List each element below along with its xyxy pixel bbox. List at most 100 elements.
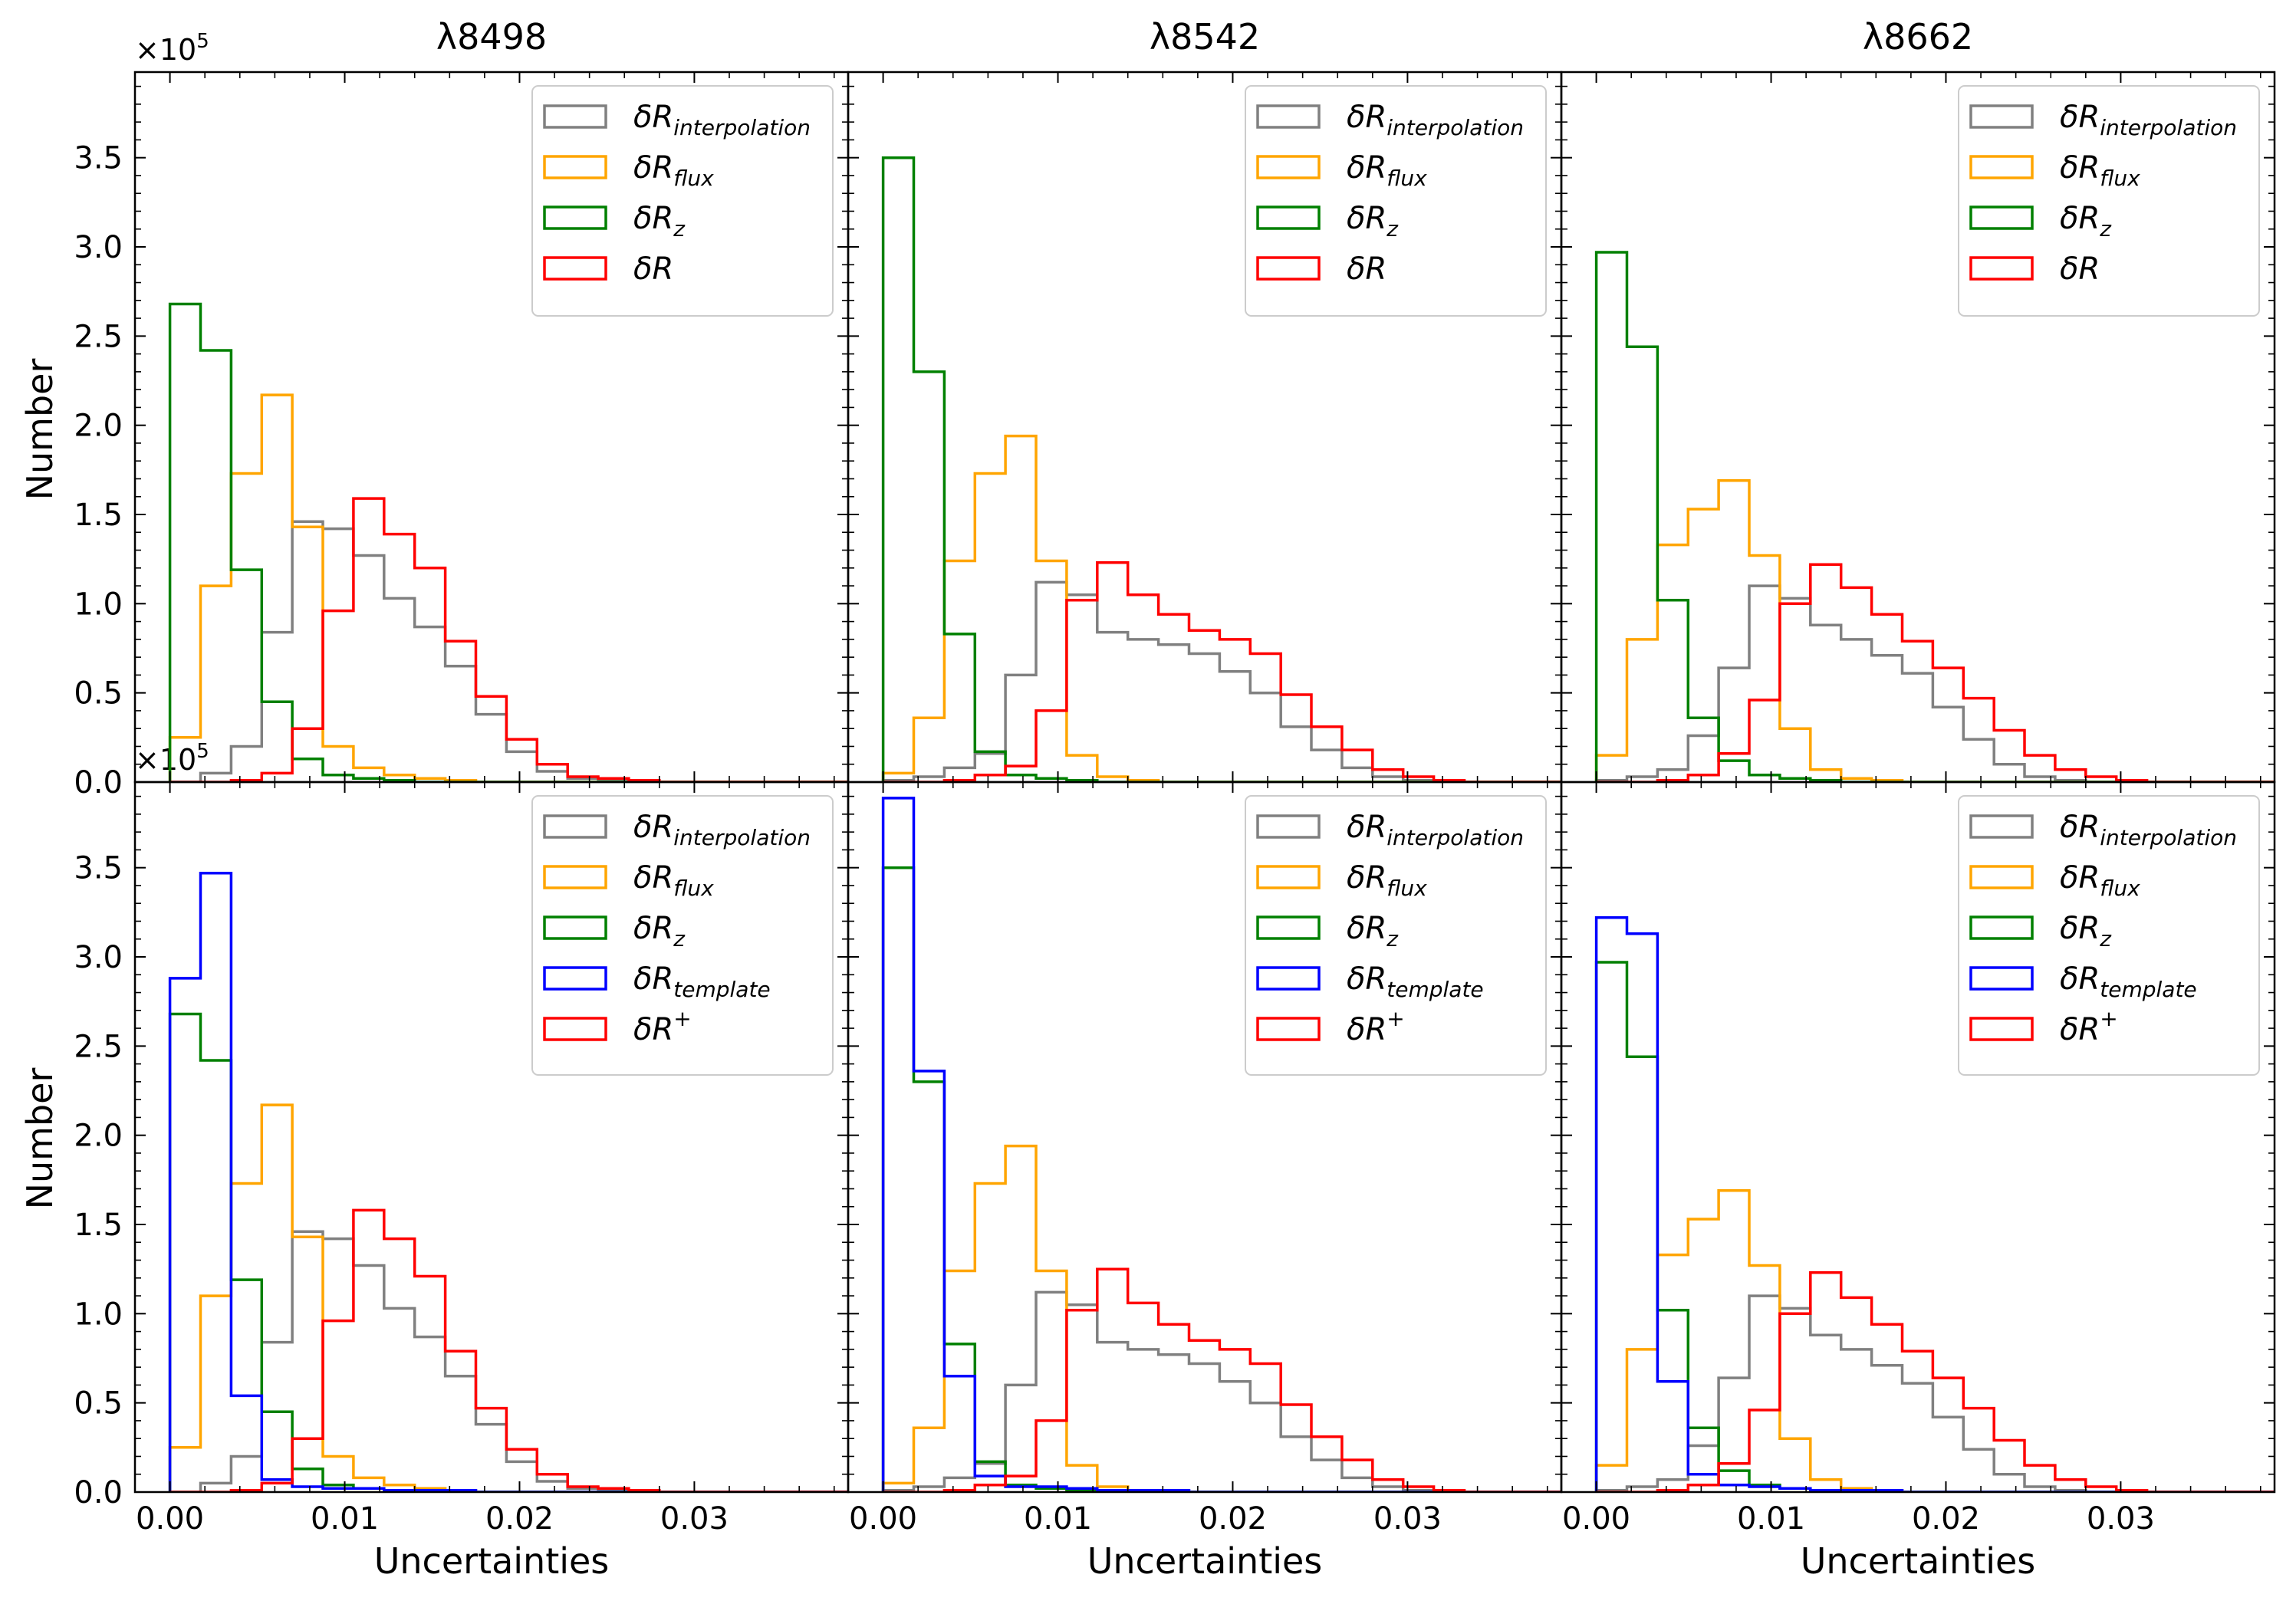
series-dR bbox=[883, 561, 1561, 782]
legend-swatch bbox=[543, 104, 607, 129]
legend-label: δRz bbox=[1347, 201, 1399, 242]
legend-swatch bbox=[543, 155, 607, 179]
legend-label: δRtemplate bbox=[2060, 961, 2197, 1002]
legend-swatch bbox=[543, 915, 607, 940]
series-dR-z bbox=[881, 156, 1561, 782]
series-dR-plus bbox=[1596, 1271, 2275, 1492]
y-tick-label: 1.5 bbox=[74, 498, 123, 533]
series-dR bbox=[169, 497, 848, 782]
y-tick-label: 1.0 bbox=[74, 1297, 123, 1332]
legend-label: δRz bbox=[633, 911, 686, 952]
legend-label: δR bbox=[633, 251, 673, 287]
legend-label: δRflux bbox=[633, 860, 714, 901]
series-dR bbox=[1596, 563, 2275, 782]
legend-label: δR+ bbox=[2060, 1006, 2118, 1047]
legend-swatch bbox=[1969, 155, 2034, 179]
panel-r1-c2: 0.00 0.01 0.02 0.03 δRinterpolation δRflux δRz… bbox=[1560, 781, 2276, 1537]
x-tick-label: 0.02 bbox=[485, 1501, 554, 1537]
legend-label: δRflux bbox=[2060, 150, 2140, 191]
legend-label: δR bbox=[1347, 251, 1386, 287]
legend-label: δR bbox=[2060, 251, 2100, 287]
legend-box bbox=[1245, 795, 1547, 1076]
legend-swatch bbox=[1969, 915, 2034, 940]
y-tick-label: 3.0 bbox=[74, 230, 123, 265]
legend-label: δRtemplate bbox=[1347, 961, 1484, 1002]
legend-label: δRinterpolation bbox=[2060, 100, 2237, 140]
legend-swatch bbox=[1256, 915, 1321, 940]
x-axis-label-2: Uncertainties bbox=[1087, 1540, 1323, 1582]
x-axis-label-1: Uncertainties bbox=[374, 1540, 610, 1582]
column-title-1: λ8498 bbox=[436, 16, 547, 58]
y-tick-label: 1.5 bbox=[74, 1208, 123, 1243]
legend-swatch bbox=[543, 1017, 607, 1041]
legend-label: δRz bbox=[633, 201, 686, 242]
y-axis-label-bottom: Number bbox=[19, 1068, 61, 1210]
x-tick-label: 0.00 bbox=[849, 1501, 917, 1537]
y-tick-label: 2.0 bbox=[74, 409, 123, 444]
legend-label: δRinterpolation bbox=[1347, 100, 1524, 140]
series-dR-template bbox=[881, 797, 1561, 1492]
legend: δRinterpolation δRflux δRz δR bbox=[1245, 85, 1547, 317]
y-tick-label: 0.5 bbox=[74, 1386, 123, 1422]
y-tick-label: 3.5 bbox=[74, 851, 123, 886]
x-tick-label: 0.03 bbox=[660, 1501, 729, 1537]
legend-swatch bbox=[543, 205, 607, 230]
legend-box bbox=[531, 795, 834, 1076]
series-dR-interpolation bbox=[1594, 584, 2275, 782]
legend-swatch bbox=[543, 256, 607, 281]
legend-label: δR+ bbox=[633, 1006, 692, 1047]
legend-swatch bbox=[1256, 1017, 1321, 1041]
x-axis-label-3: Uncertainties bbox=[1801, 1540, 2036, 1582]
legend-label: δRinterpolation bbox=[633, 100, 811, 140]
x-tick-label: 0.00 bbox=[1562, 1501, 1630, 1537]
y-tick-label: 0.5 bbox=[74, 676, 123, 712]
panel-r1-c1: 0.00 0.01 0.02 0.03 δRinterpolation δRflux δRz… bbox=[847, 781, 1563, 1537]
axes-frame bbox=[1560, 781, 2276, 1494]
legend-label: δRflux bbox=[2060, 860, 2140, 901]
legend-swatch bbox=[1256, 155, 1321, 179]
series-dR-plus bbox=[169, 1208, 848, 1492]
legend-swatch bbox=[1969, 104, 2034, 129]
y-tick-label: 2.5 bbox=[74, 1029, 123, 1064]
y-tick-label: 2.0 bbox=[74, 1119, 123, 1154]
series-dR-z bbox=[881, 866, 1561, 1492]
legend: δRinterpolation δRflux δRz δR bbox=[1958, 85, 2260, 317]
legend-label: δRinterpolation bbox=[1347, 810, 1524, 850]
y-tick-label: 2.5 bbox=[74, 319, 123, 354]
legend-swatch bbox=[543, 966, 607, 991]
panel-r0-c1: δRinterpolation δRflux δRz δR bbox=[847, 71, 1563, 784]
x-tick-label: 0.03 bbox=[2087, 1501, 2155, 1537]
x-tick-label: 0.02 bbox=[1912, 1501, 1980, 1537]
legend-box bbox=[531, 85, 834, 317]
legend-box bbox=[1958, 85, 2260, 317]
legend-swatch bbox=[1969, 205, 2034, 230]
legend-swatch bbox=[1256, 814, 1321, 839]
legend-label: δRflux bbox=[633, 150, 714, 191]
y-tick-label: 0.0 bbox=[74, 1475, 123, 1510]
y-axis-label-top: Number bbox=[19, 359, 61, 501]
x-tick-label: 0.01 bbox=[1024, 1501, 1092, 1537]
series-dR-plus bbox=[883, 1267, 1561, 1492]
y-tick-label: 0.0 bbox=[74, 765, 123, 800]
legend-label: δRz bbox=[2060, 911, 2112, 952]
legend-label: δRinterpolation bbox=[633, 810, 811, 850]
y-tick-label: 1.0 bbox=[74, 587, 123, 622]
legend-swatch bbox=[1969, 814, 2034, 839]
series-dR-interpolation bbox=[881, 580, 1561, 782]
legend-label: δRz bbox=[2060, 201, 2112, 242]
x-tick-label: 0.00 bbox=[136, 1501, 204, 1537]
legend-swatch bbox=[1256, 205, 1321, 230]
legend-swatch bbox=[1256, 966, 1321, 991]
legend-swatch bbox=[1969, 865, 2034, 889]
y-multiplier-top: ×105 bbox=[135, 30, 209, 67]
panel-r1-c0: 0.00 0.01 0.02 0.03 0.0 0.5 1.0 1.5 2.0 2.5 3.0 3.5… bbox=[74, 781, 850, 1537]
legend-swatch bbox=[543, 865, 607, 889]
legend-box bbox=[1245, 85, 1547, 317]
y-multiplier-bottom: ×105 bbox=[135, 740, 209, 777]
legend-label: δR+ bbox=[1347, 1006, 1405, 1047]
